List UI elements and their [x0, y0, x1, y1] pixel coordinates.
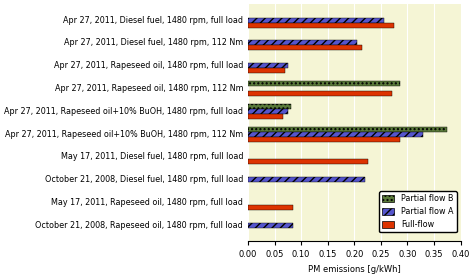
Bar	[248, 114, 283, 119]
Bar	[248, 81, 400, 86]
Legend: Partial flow B, Partial flow A, Full-flow: Partial flow B, Partial flow A, Full-flo…	[379, 191, 456, 232]
Bar	[248, 68, 285, 73]
Bar	[248, 40, 357, 45]
Bar	[248, 126, 447, 131]
Bar	[248, 223, 293, 228]
Bar	[248, 109, 288, 114]
Bar	[248, 23, 394, 28]
Bar	[248, 91, 392, 96]
Bar	[248, 177, 365, 182]
Bar	[248, 205, 293, 210]
Bar	[248, 45, 362, 50]
Bar	[248, 131, 423, 136]
Bar	[248, 18, 383, 23]
Bar	[248, 104, 291, 109]
Bar	[248, 63, 288, 68]
X-axis label: PM emissions [g/kWh]: PM emissions [g/kWh]	[308, 265, 401, 274]
Bar	[248, 136, 400, 142]
Bar	[248, 159, 368, 164]
